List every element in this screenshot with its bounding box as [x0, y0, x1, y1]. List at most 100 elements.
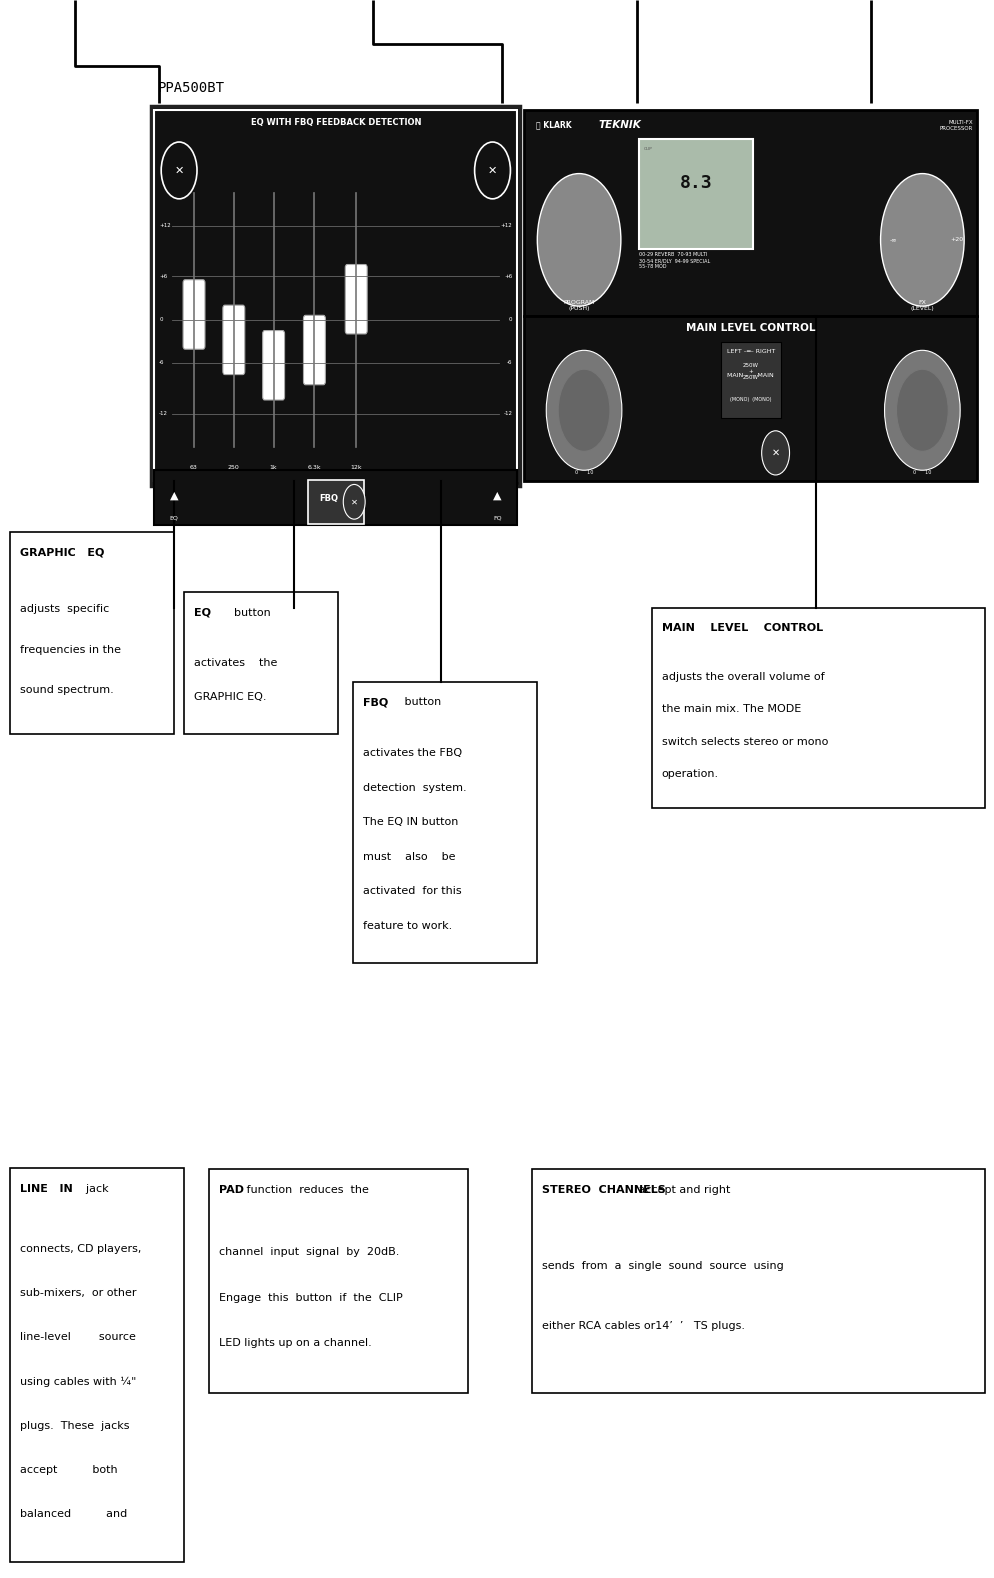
- Text: adjusts  specific: adjusts specific: [20, 604, 109, 614]
- Circle shape: [474, 142, 510, 199]
- Text: activates    the: activates the: [194, 658, 277, 667]
- Text: GRAPHIC EQ.: GRAPHIC EQ.: [194, 693, 266, 702]
- Text: PROGRAM
(PUSH): PROGRAM (PUSH): [563, 300, 594, 311]
- Text: 0      10: 0 10: [912, 470, 930, 475]
- Text: balanced          and: balanced and: [20, 1509, 127, 1520]
- Text: must    also    be: must also be: [363, 852, 455, 862]
- Circle shape: [343, 484, 365, 519]
- Text: 0: 0: [508, 317, 512, 322]
- Text: GRAPHIC   EQ: GRAPHIC EQ: [20, 548, 104, 557]
- Text: the main mix. The MODE: the main mix. The MODE: [661, 704, 800, 713]
- Text: sends  from  a  single  sound  source  using: sends from a single sound source using: [542, 1261, 783, 1270]
- Text: ✕: ✕: [487, 166, 497, 175]
- Text: plugs.  These  jacks: plugs. These jacks: [20, 1420, 129, 1431]
- FancyBboxPatch shape: [345, 265, 367, 335]
- Text: channel  input  signal  by  20dB.: channel input signal by 20dB.: [219, 1247, 399, 1256]
- Text: ✕: ✕: [770, 448, 779, 458]
- FancyBboxPatch shape: [524, 316, 976, 481]
- Text: frequencies in the: frequencies in the: [20, 644, 121, 655]
- Text: line-level        source: line-level source: [20, 1332, 135, 1341]
- Text: MODE: MODE: [739, 489, 761, 495]
- Text: 0: 0: [159, 317, 163, 322]
- Text: +6: +6: [159, 275, 167, 279]
- Text: -12: -12: [159, 410, 168, 417]
- FancyBboxPatch shape: [10, 1168, 184, 1562]
- Text: -∞: -∞: [889, 237, 897, 243]
- Text: FBQ: FBQ: [318, 494, 338, 503]
- Text: LEFT –═– RIGHT: LEFT –═– RIGHT: [726, 349, 774, 355]
- Text: ✕: ✕: [174, 166, 184, 175]
- Text: LEFT/MAIN: LEFT/MAIN: [567, 489, 600, 494]
- FancyBboxPatch shape: [532, 1169, 984, 1393]
- Text: EQ: EQ: [194, 608, 211, 617]
- Text: ▲: ▲: [493, 491, 501, 500]
- Text: activated  for this: activated for this: [363, 887, 461, 896]
- Text: PPA500BT: PPA500BT: [157, 80, 224, 95]
- FancyBboxPatch shape: [10, 532, 174, 734]
- Text: -6: -6: [159, 360, 165, 365]
- FancyBboxPatch shape: [262, 330, 284, 399]
- Text: EQ: EQ: [170, 516, 178, 521]
- Text: jack: jack: [72, 1184, 108, 1193]
- Text: MULTI-FX
PROCESSOR: MULTI-FX PROCESSOR: [938, 120, 972, 131]
- Text: MAIN    LEVEL    CONTROL: MAIN LEVEL CONTROL: [661, 623, 822, 633]
- Text: 00-29 REVERB  70-93 MULTI
30-54 ER/DLY  94-99 SPECIAL
55-78 MOD: 00-29 REVERB 70-93 MULTI 30-54 ER/DLY 94…: [638, 252, 710, 270]
- Circle shape: [161, 142, 197, 199]
- Circle shape: [884, 350, 959, 470]
- Text: (MONO)  (MONO): (MONO) (MONO): [730, 396, 770, 402]
- Text: -6: -6: [506, 360, 512, 365]
- Text: 8.3: 8.3: [679, 174, 712, 193]
- Circle shape: [761, 431, 789, 475]
- Text: 12k: 12k: [350, 466, 362, 470]
- FancyBboxPatch shape: [151, 106, 520, 486]
- Circle shape: [896, 369, 947, 451]
- Circle shape: [537, 174, 620, 306]
- Text: activates the FBQ: activates the FBQ: [363, 748, 462, 757]
- Text: sub-mixers,  or other: sub-mixers, or other: [20, 1288, 136, 1297]
- Text: detection  system.: detection system.: [363, 783, 466, 792]
- FancyBboxPatch shape: [524, 110, 976, 316]
- Text: +12: +12: [159, 222, 171, 229]
- Text: adjusts the overall volume of: adjusts the overall volume of: [661, 672, 823, 682]
- Text: button: button: [206, 608, 270, 617]
- FancyBboxPatch shape: [353, 682, 537, 963]
- Circle shape: [549, 193, 608, 287]
- Text: +6: +6: [504, 275, 512, 279]
- FancyBboxPatch shape: [183, 279, 205, 349]
- Text: Ⓚ KLARK: Ⓚ KLARK: [536, 120, 572, 129]
- Circle shape: [892, 193, 951, 287]
- Text: operation.: operation.: [661, 768, 718, 780]
- Text: Engage  this  button  if  the  CLIP: Engage this button if the CLIP: [219, 1292, 403, 1302]
- FancyBboxPatch shape: [638, 139, 752, 249]
- Text: PAD: PAD: [219, 1185, 244, 1195]
- Text: using cables with ¼": using cables with ¼": [20, 1376, 136, 1387]
- FancyBboxPatch shape: [651, 608, 984, 808]
- Text: +12: +12: [500, 222, 512, 229]
- Text: 250: 250: [228, 466, 240, 470]
- FancyBboxPatch shape: [154, 110, 517, 481]
- Circle shape: [880, 174, 963, 306]
- Text: The EQ IN button: The EQ IN button: [363, 817, 458, 827]
- Text: TEKNIK: TEKNIK: [598, 120, 641, 129]
- Text: feature to work.: feature to work.: [363, 922, 452, 931]
- Text: CLIP: CLIP: [643, 147, 652, 151]
- Text: button: button: [380, 697, 441, 707]
- Text: switch selects stereo or mono: switch selects stereo or mono: [661, 737, 827, 746]
- FancyBboxPatch shape: [154, 470, 517, 525]
- Text: connects, CD players,: connects, CD players,: [20, 1243, 141, 1253]
- Text: 6.3k: 6.3k: [307, 466, 321, 470]
- Text: 0      10: 0 10: [575, 470, 592, 475]
- Text: LED lights up on a channel.: LED lights up on a channel.: [219, 1338, 372, 1348]
- Text: ✕: ✕: [350, 497, 358, 507]
- Text: MAIN LEVEL CONTROL: MAIN LEVEL CONTROL: [685, 323, 815, 333]
- Text: FX
(LEVEL): FX (LEVEL): [910, 300, 933, 311]
- Text: STEREO  CHANNELS: STEREO CHANNELS: [542, 1185, 665, 1195]
- Text: 1k: 1k: [269, 466, 277, 470]
- FancyBboxPatch shape: [303, 316, 325, 385]
- Text: 63: 63: [190, 466, 198, 470]
- Text: +20: +20: [949, 237, 962, 243]
- Text: -12: -12: [503, 410, 512, 417]
- Text: accept          both: accept both: [20, 1464, 117, 1475]
- Text: function  reduces  the: function reduces the: [236, 1185, 369, 1195]
- FancyBboxPatch shape: [720, 342, 779, 418]
